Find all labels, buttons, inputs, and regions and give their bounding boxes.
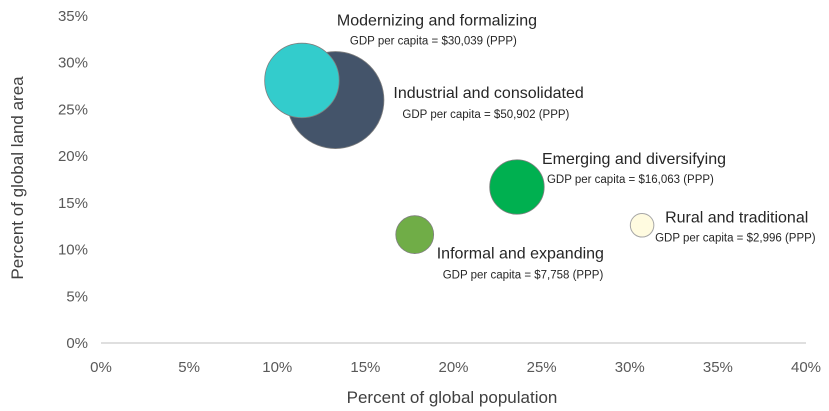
bubble-emerging-and-diversifying (489, 159, 545, 215)
bubble-rural-and-traditional (629, 213, 655, 238)
y-tick-label: 30% (58, 55, 88, 72)
x-axis-title: Percent of global population (347, 388, 558, 407)
label-informal-and-expanding: Informal and expanding (437, 246, 604, 263)
x-tick-label: 30% (615, 359, 645, 376)
y-tick-label: 20% (58, 148, 88, 165)
y-tick-label: 35% (58, 8, 88, 25)
bubble-labels-layer: Industrial and consolidated GDP per capit… (337, 12, 816, 281)
x-tick-label: 5% (178, 359, 200, 376)
gdp-label-modernizing-and-formalizing: GDP per capita = $30,039 (PPP) (350, 35, 517, 47)
y-tick-label: 0% (66, 335, 88, 352)
y-tick-label: 5% (66, 288, 88, 305)
y-tick-label: 10% (58, 242, 88, 259)
y-tick-label: 25% (58, 101, 88, 118)
x-tick-label: 40% (791, 359, 821, 376)
x-tick-label: 35% (703, 359, 733, 376)
gdp-label-rural-and-traditional: GDP per capita = $2,996 (PPP) (655, 232, 816, 244)
label-rural-and-traditional: Rural and traditional (665, 209, 808, 226)
label-industrial-and-consolidated: Industrial and consolidated (393, 85, 583, 102)
x-tick-label: 10% (262, 359, 292, 376)
bubble-modernizing-and-formalizing (264, 42, 340, 119)
gdp-label-emerging-and-diversifying: GDP per capita = $16,063 (PPP) (547, 174, 714, 186)
bubble-informal-and-expanding (395, 215, 435, 254)
gdp-label-industrial-and-consolidated: GDP per capita = $50,902 (PPP) (402, 109, 569, 121)
gdp-label-informal-and-expanding: GDP per capita = $7,758 (PPP) (443, 270, 604, 282)
label-modernizing-and-formalizing: Modernizing and formalizing (337, 12, 537, 29)
ticks-layer: 0% 5% 10% 15% 20% 25% 30% 35% 40% 0% 5% 10% 15% 20% 25… (58, 8, 821, 376)
y-axis-title: Percent of global land area (8, 76, 27, 280)
bubbles-layer (264, 42, 655, 254)
x-tick-label: 0% (90, 359, 112, 376)
x-tick-label: 20% (438, 359, 468, 376)
label-emerging-and-diversifying: Emerging and diversifying (542, 151, 726, 168)
x-tick-label: 15% (350, 359, 380, 376)
y-tick-label: 15% (58, 195, 88, 212)
x-tick-label: 25% (527, 359, 557, 376)
